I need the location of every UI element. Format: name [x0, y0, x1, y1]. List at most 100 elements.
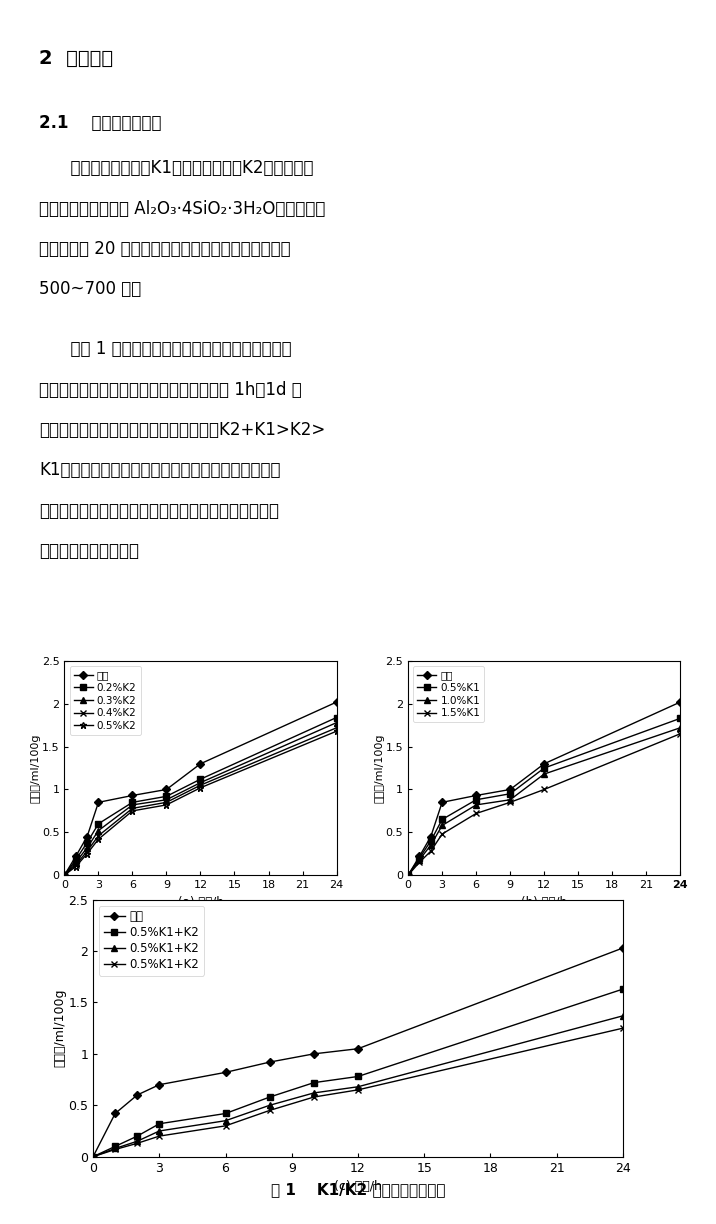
X-axis label: (a) 龄期/h: (a) 龄期/h — [178, 896, 223, 908]
0.5%K2 — [83, 847, 92, 862]
0.5%K1+K2 — [619, 1009, 627, 1023]
0.3%K2 — [128, 798, 137, 813]
0.3%K2 — [94, 824, 103, 838]
Text: 2  试验结果: 2 试验结果 — [39, 49, 114, 69]
0.5%K1 — [676, 711, 684, 726]
空白 — [221, 1065, 230, 1080]
Line: 空白: 空白 — [405, 699, 683, 878]
0.5%K1 — [415, 851, 424, 865]
1.5%K1 — [676, 726, 684, 741]
0.5%K1+K2 — [89, 1149, 97, 1164]
Line: 空白: 空白 — [62, 699, 339, 878]
1.0%K1 — [505, 792, 514, 807]
1.0%K1 — [404, 868, 412, 883]
0.5%K1+K2 — [266, 1103, 274, 1118]
空白 — [83, 830, 92, 845]
空白 — [60, 868, 69, 883]
空白 — [619, 940, 627, 955]
空白 — [196, 756, 205, 771]
0.4%K2 — [72, 858, 80, 873]
0.5%K1 — [404, 868, 412, 883]
1.5%K1 — [505, 796, 514, 810]
0.5%K2 — [72, 859, 80, 874]
空白 — [89, 1149, 97, 1164]
0.4%K2 — [332, 721, 341, 736]
0.2%K2 — [94, 816, 103, 831]
Y-axis label: 收缩值/ml/100g: 收缩值/ml/100g — [54, 989, 67, 1067]
1.5%K1 — [427, 843, 435, 858]
1.5%K1 — [437, 826, 447, 841]
0.4%K2 — [60, 868, 69, 883]
0.5%K1 — [472, 792, 480, 807]
空白 — [266, 1055, 274, 1070]
Line: 0.3%K2: 0.3%K2 — [62, 720, 339, 878]
0.5%K1+K2 — [619, 1021, 627, 1036]
0.5%K2 — [162, 798, 171, 813]
Text: 泥浆体的化学收缩明显降低，作用程度：K2+K1>K2>: 泥浆体的化学收缩明显降低，作用程度：K2+K1>K2> — [39, 421, 326, 439]
0.5%K1+K2 — [111, 1141, 120, 1155]
0.5%K2 — [128, 804, 137, 819]
0.5%K1 — [540, 760, 548, 776]
0.5%K1+K2 — [111, 1140, 120, 1154]
1.0%K1 — [437, 818, 447, 832]
Text: 为其重量的 20 倍；纤维素醚的吸水量为其自身重量的: 为其重量的 20 倍；纤维素醚的吸水量为其自身重量的 — [39, 240, 291, 258]
0.5%K1+K2 — [133, 1133, 142, 1148]
0.3%K2 — [72, 854, 80, 869]
空白 — [309, 1047, 318, 1061]
1.5%K1 — [415, 854, 424, 869]
1.5%K1 — [404, 868, 412, 883]
0.2%K2 — [196, 772, 205, 787]
空白 — [676, 695, 684, 710]
0.5%K1+K2 — [155, 1129, 163, 1143]
空白 — [437, 796, 447, 810]
空白 — [540, 756, 548, 771]
空白 — [415, 849, 424, 864]
空白 — [155, 1077, 163, 1092]
Text: 机膨润土化学成分为 Al₂O₃·4SiO₂·3H₂O，其吸水量: 机膨润土化学成分为 Al₂O₃·4SiO₂·3H₂O，其吸水量 — [39, 200, 326, 218]
0.5%K2 — [60, 868, 69, 883]
1.5%K1 — [540, 782, 548, 797]
0.2%K2 — [72, 852, 80, 867]
空白 — [354, 1042, 362, 1056]
空白 — [128, 788, 137, 803]
0.5%K1+K2 — [309, 1076, 318, 1091]
空白 — [427, 830, 435, 845]
0.4%K2 — [196, 778, 205, 793]
0.5%K1 — [427, 834, 435, 848]
空白 — [162, 782, 171, 797]
0.2%K2 — [128, 796, 137, 810]
X-axis label: (b) 龄期/h: (b) 龄期/h — [521, 896, 567, 908]
0.4%K2 — [128, 800, 137, 815]
Text: 选用有机膨润土（K1）和纤维素醚（K2），其中有: 选用有机膨润土（K1）和纤维素醚（K2），其中有 — [39, 159, 314, 177]
0.5%K1+K2 — [309, 1086, 318, 1100]
0.5%K2 — [332, 723, 341, 738]
0.5%K1+K2 — [619, 982, 627, 996]
Text: 的化学减缩明显减小。: 的化学减缩明显减小。 — [39, 542, 140, 561]
0.2%K2 — [83, 835, 92, 849]
Text: 如图 1 所示，图例是保稠剂对水泥浆体化学减缩: 如图 1 所示，图例是保稠剂对水泥浆体化学减缩 — [39, 340, 292, 359]
1.5%K1 — [472, 807, 480, 821]
Text: 的影响规律。从图中可以看出，掺入释水剂 1h、1d 水: 的影响规律。从图中可以看出，掺入释水剂 1h、1d 水 — [39, 381, 302, 399]
Line: 1.5%K1: 1.5%K1 — [405, 731, 684, 879]
0.5%K1+K2 — [221, 1119, 230, 1133]
空白 — [72, 849, 80, 864]
Line: 1.0%K1: 1.0%K1 — [405, 725, 683, 878]
Text: 缚了浆体的运动，减慢了浆体结构的发展，使水泥水化: 缚了浆体的运动，减慢了浆体结构的发展，使水泥水化 — [39, 502, 279, 520]
0.5%K1+K2 — [266, 1098, 274, 1113]
0.5%K1+K2 — [309, 1089, 318, 1104]
0.4%K2 — [83, 843, 92, 858]
0.5%K1+K2 — [111, 1142, 120, 1157]
Legend: 空白, 0.2%K2, 0.3%K2, 0.4%K2, 0.5%K2: 空白, 0.2%K2, 0.3%K2, 0.4%K2, 0.5%K2 — [69, 666, 140, 734]
0.2%K2 — [332, 710, 341, 725]
Line: 0.5%K1+K2: 0.5%K1+K2 — [90, 1013, 626, 1159]
Y-axis label: 收缩值/ml/100g: 收缩值/ml/100g — [374, 733, 384, 803]
Text: 2.1    保稠剂因素研究: 2.1 保稠剂因素研究 — [39, 114, 162, 132]
0.5%K1+K2 — [354, 1080, 362, 1094]
0.5%K1+K2 — [221, 1114, 230, 1129]
0.5%K1+K2 — [133, 1129, 142, 1143]
0.5%K1+K2 — [221, 1106, 230, 1121]
X-axis label: (c) 龄期/h: (c) 龄期/h — [334, 1180, 382, 1193]
0.5%K2 — [94, 832, 103, 847]
Line: 空白: 空白 — [90, 945, 626, 1159]
空白 — [133, 1088, 142, 1103]
